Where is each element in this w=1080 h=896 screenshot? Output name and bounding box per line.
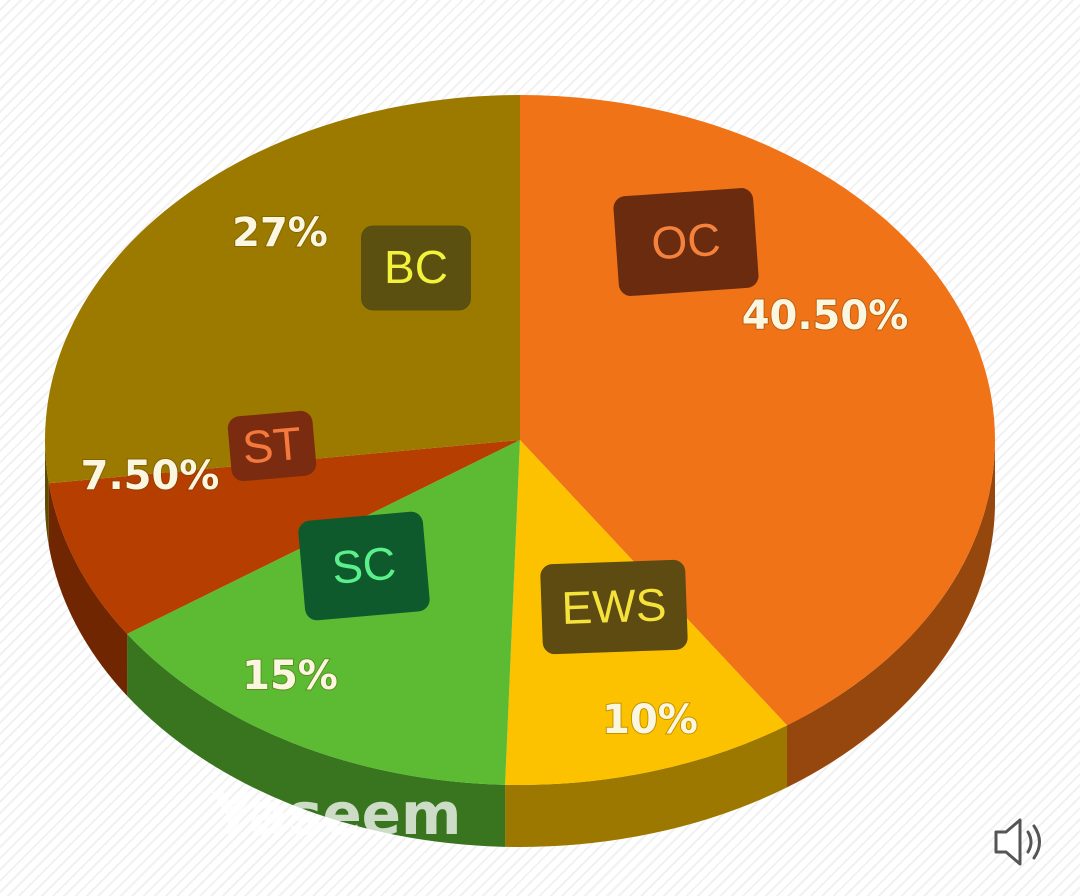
category-box: OC <box>613 188 759 296</box>
slice-side <box>45 440 49 546</box>
pie-tops <box>44 95 996 785</box>
slice-side <box>505 725 787 847</box>
value-label: 15% <box>242 653 338 699</box>
watermark: Yaseem <box>211 780 461 848</box>
slice-side <box>786 440 995 788</box>
slice-side-shade <box>45 440 49 546</box>
category-label: BC <box>384 241 448 293</box>
value-label: 40.50% <box>742 293 909 339</box>
speaker-body[interactable] <box>994 818 1022 866</box>
slice <box>44 95 520 484</box>
slice-side <box>127 633 506 847</box>
category-box: BC <box>361 225 471 311</box>
slice-side-shade <box>48 483 128 696</box>
speaker-waves[interactable] <box>1026 824 1041 860</box>
category-label: EWS <box>561 578 668 634</box>
category-box: EWS <box>540 559 688 655</box>
category-box-bg <box>298 511 430 621</box>
slice-side <box>48 483 128 696</box>
category-label: OC <box>650 213 722 270</box>
slice-side-shade <box>786 440 995 788</box>
value-label: 7.50% <box>81 453 220 499</box>
category-label: ST <box>240 417 303 474</box>
pie-sides <box>45 440 995 847</box>
category-box-bg <box>540 559 688 655</box>
category-box-bg <box>227 410 317 482</box>
labels: OC 40.50% EWS 10% SC 15% ST 7.50% BC 27% <box>80 188 909 744</box>
speaker-icon[interactable] <box>994 818 1041 866</box>
category-label: SC <box>330 536 398 593</box>
slice <box>48 440 521 634</box>
slice-side-shade <box>127 633 506 847</box>
value-label: 10% <box>602 697 698 743</box>
slice-side-shade <box>505 725 787 847</box>
category-box-bg <box>613 188 759 296</box>
value-label: 27% <box>232 210 328 256</box>
category-box: ST <box>227 410 317 482</box>
category-box: SC <box>298 511 430 621</box>
category-box-bg <box>361 225 471 311</box>
